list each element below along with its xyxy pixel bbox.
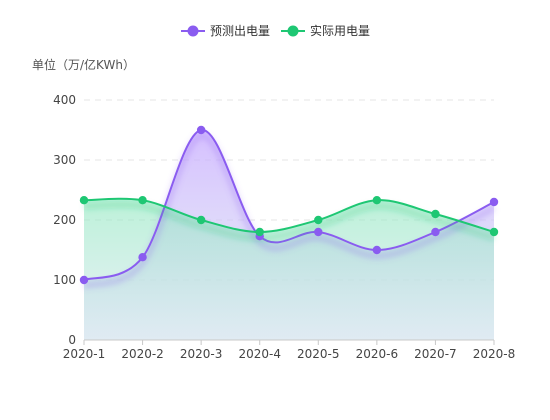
legend-item-actual[interactable]: 实际用电量 — [281, 23, 370, 38]
data-point-actual[interactable] — [196, 215, 206, 225]
x-axis-ticks: 2020-1 2020-2 2020-3 2020-4 2020-5 2020-6 2020… — [63, 347, 516, 361]
data-point-predicted[interactable] — [489, 197, 499, 207]
data-point-predicted[interactable] — [79, 275, 89, 285]
data-point-actual[interactable] — [489, 227, 499, 237]
y-tick-label: 400 — [53, 93, 76, 107]
data-point-predicted[interactable] — [138, 253, 147, 262]
series-areas — [84, 129, 494, 340]
x-tick-label: 2020-6 — [356, 347, 399, 361]
legend-marker-actual — [287, 25, 299, 37]
data-point-predicted[interactable] — [314, 227, 323, 237]
data-point-predicted[interactable] — [372, 245, 382, 255]
y-axis-unit-label: 单位（万/亿KWh） — [32, 57, 135, 72]
area-actual — [84, 198, 494, 340]
x-tick-label: 2020-7 — [414, 347, 457, 361]
x-tick-label: 2020-4 — [238, 347, 281, 361]
x-tick-label: 2020-8 — [473, 347, 516, 361]
legend: 预测出电量 实际用电量 — [181, 23, 370, 38]
line-shadow-actual — [83, 201, 495, 242]
data-point-actual[interactable] — [372, 196, 382, 205]
x-tick-label: 2020-1 — [63, 347, 106, 361]
data-point-actual[interactable] — [255, 227, 264, 237]
data-point-predicted[interactable] — [196, 125, 206, 135]
line-shadow-predicted — [82, 133, 496, 289]
x-tick-label: 2020-3 — [180, 347, 223, 361]
x-axis — [83, 339, 495, 345]
x-tick-label: 2020-2 — [121, 347, 164, 361]
y-tick-label: 100 — [53, 273, 76, 287]
line-actual — [83, 197, 495, 234]
x-tick-label: 2020-5 — [297, 347, 340, 361]
data-point-predicted[interactable] — [431, 227, 440, 237]
legend-label-predicted: 预测出电量 — [210, 24, 270, 38]
data-point-actual[interactable] — [431, 209, 440, 219]
data-points — [79, 125, 499, 285]
data-point-actual[interactable] — [138, 196, 147, 205]
legend-marker-predicted — [187, 25, 199, 37]
legend-item-predicted[interactable]: 预测出电量 — [181, 24, 270, 38]
y-axis-ticks: 0 100 200 300 400 — [53, 93, 76, 347]
y-tick-label: 0 — [68, 333, 76, 347]
y-tick-label: 200 — [53, 213, 76, 227]
data-point-actual[interactable] — [314, 215, 323, 225]
data-point-actual[interactable] — [79, 196, 89, 205]
legend-label-actual: 实际用电量 — [310, 23, 370, 38]
y-tick-label: 300 — [53, 153, 76, 167]
